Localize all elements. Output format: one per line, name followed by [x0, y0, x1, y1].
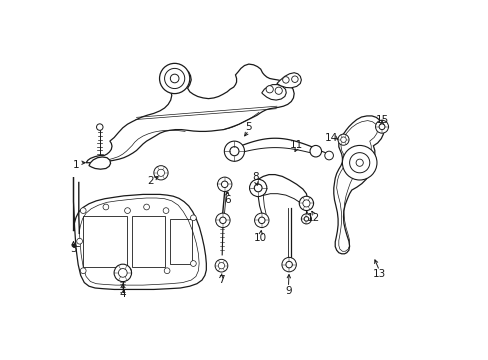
Circle shape [275, 87, 282, 94]
Polygon shape [276, 73, 301, 88]
Circle shape [219, 217, 225, 224]
Circle shape [72, 244, 75, 247]
Polygon shape [333, 116, 384, 254]
Circle shape [170, 74, 179, 83]
Text: 3: 3 [70, 244, 77, 254]
Circle shape [124, 208, 130, 213]
Polygon shape [86, 64, 294, 163]
Circle shape [229, 147, 239, 156]
Circle shape [299, 196, 313, 211]
Circle shape [80, 268, 86, 274]
Circle shape [96, 124, 103, 130]
Circle shape [324, 151, 333, 160]
Circle shape [337, 134, 348, 145]
Circle shape [254, 184, 262, 192]
Circle shape [125, 268, 131, 274]
Circle shape [215, 259, 227, 272]
Circle shape [164, 268, 170, 274]
Circle shape [282, 257, 296, 272]
Circle shape [164, 68, 184, 89]
Circle shape [378, 124, 384, 130]
Polygon shape [89, 157, 110, 169]
Text: 7: 7 [218, 275, 224, 285]
Text: 8: 8 [252, 172, 259, 182]
Text: 5: 5 [245, 122, 252, 132]
Circle shape [258, 217, 264, 224]
Circle shape [282, 77, 288, 83]
Text: 10: 10 [254, 233, 267, 243]
Circle shape [304, 217, 308, 221]
Circle shape [355, 159, 363, 166]
Circle shape [342, 145, 376, 180]
Circle shape [224, 141, 244, 161]
Circle shape [215, 213, 230, 228]
Text: 12: 12 [306, 213, 320, 223]
Text: 2: 2 [146, 176, 153, 186]
Circle shape [301, 214, 311, 224]
Circle shape [154, 166, 168, 180]
Circle shape [221, 181, 227, 188]
Text: 14: 14 [325, 132, 338, 143]
Circle shape [291, 76, 298, 82]
Circle shape [80, 208, 86, 213]
Text: 15: 15 [375, 114, 388, 125]
Circle shape [249, 179, 266, 197]
Polygon shape [261, 85, 285, 100]
Circle shape [77, 238, 82, 244]
Circle shape [309, 145, 321, 157]
Text: 1: 1 [73, 159, 79, 170]
Text: 6: 6 [224, 195, 230, 205]
Text: 4: 4 [119, 289, 126, 300]
Circle shape [103, 204, 108, 210]
Circle shape [163, 208, 168, 213]
Circle shape [114, 264, 131, 282]
Polygon shape [73, 177, 206, 289]
Circle shape [265, 86, 273, 93]
Circle shape [159, 63, 189, 94]
Circle shape [285, 261, 292, 268]
Circle shape [217, 177, 231, 192]
Circle shape [190, 261, 196, 266]
Circle shape [349, 153, 369, 173]
Text: 9: 9 [285, 286, 291, 296]
Circle shape [254, 213, 268, 228]
Circle shape [143, 204, 149, 210]
Circle shape [190, 215, 196, 221]
Text: 11: 11 [289, 140, 303, 150]
Circle shape [375, 120, 387, 133]
Text: 13: 13 [372, 269, 386, 279]
